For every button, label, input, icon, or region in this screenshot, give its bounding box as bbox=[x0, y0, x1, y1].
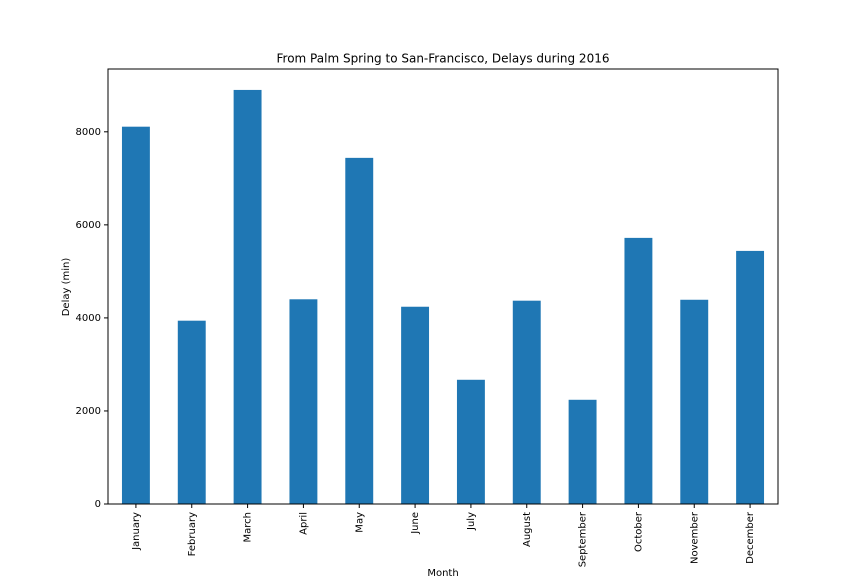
bar bbox=[512, 300, 541, 504]
bar bbox=[401, 306, 430, 504]
x-tick-label: January bbox=[131, 512, 142, 551]
y-axis-label: Delay (min) bbox=[61, 258, 72, 317]
x-tick-label: August bbox=[522, 512, 533, 547]
bar bbox=[680, 299, 709, 504]
y-tick-label: 0 bbox=[95, 499, 101, 510]
x-tick-label: March bbox=[243, 512, 254, 542]
x-tick-label: November bbox=[689, 511, 700, 564]
x-tick-label: September bbox=[578, 511, 589, 567]
bar bbox=[736, 250, 765, 504]
bar bbox=[345, 157, 374, 504]
y-tick-label: 8000 bbox=[76, 127, 101, 138]
x-tick-label: April bbox=[298, 512, 309, 535]
x-tick-label: May bbox=[354, 512, 365, 533]
plot-frame bbox=[107, 68, 779, 505]
x-tick-label: October bbox=[633, 511, 644, 552]
bar bbox=[233, 89, 262, 505]
y-tick-label: 6000 bbox=[76, 220, 101, 231]
bar bbox=[121, 126, 150, 504]
y-tick-label: 2000 bbox=[76, 406, 101, 417]
bar bbox=[177, 320, 206, 504]
x-tick-label: June bbox=[410, 512, 421, 535]
x-axis-label: Month bbox=[427, 568, 458, 576]
x-tick-label: July bbox=[466, 512, 477, 531]
bar bbox=[289, 299, 318, 504]
x-tick-label: February bbox=[187, 512, 198, 556]
y-tick-label: 4000 bbox=[76, 313, 101, 324]
x-tick-label: December bbox=[745, 511, 756, 564]
bar bbox=[456, 379, 485, 504]
chart-title: From Palm Spring to San-Francisco, Delay… bbox=[277, 52, 610, 66]
bar bbox=[624, 237, 653, 504]
bar bbox=[568, 399, 597, 504]
